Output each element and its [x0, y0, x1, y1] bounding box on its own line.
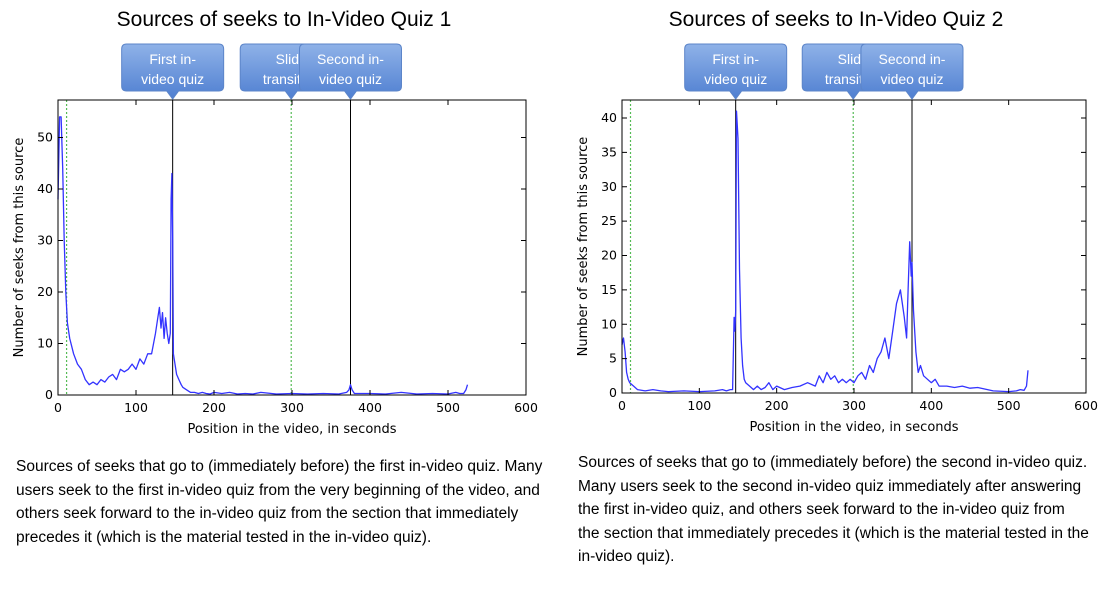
chart1-series-line	[57, 116, 469, 395]
chart2-xtick-label: 500	[997, 398, 1021, 413]
chart2-svg: 0 100 200 300 400 500 600 0 5 10 15 20 25 30 35 40 Posit…	[576, 43, 1098, 435]
chart2-ytick-label: 30	[601, 179, 617, 194]
chart2-xtick-label: 0	[618, 398, 626, 413]
chart2-ytick-label: 5	[609, 351, 617, 366]
chart1-ytick-label: 0	[45, 387, 53, 402]
chart2-callout-label: video quiz	[704, 71, 767, 87]
chart1-callout-bubble	[299, 43, 402, 100]
chart2-callout-label: First in-	[712, 51, 759, 67]
chart2-caption: Sources of seeks that go to (immediately…	[578, 454, 1089, 565]
chart1-xtick-label: 100	[124, 400, 148, 415]
chart2-ytick-label: 25	[601, 213, 617, 228]
chart2-callout-0: First in-video quiz	[684, 43, 788, 100]
chart2-callout-2: Second in-video quiz	[860, 43, 964, 100]
chart1-xtick-label: 500	[436, 400, 460, 415]
chart2-ytick-label: 40	[601, 110, 617, 125]
chart1-title: Sources of seeks to In-Video Quiz 1	[116, 8, 452, 31]
chart1-xtick-label: 600	[514, 400, 538, 415]
chart1-xlabel: Position in the video, in seconds	[187, 422, 396, 437]
chart2-title: Sources of seeks to In-Video Quiz 2	[668, 8, 1004, 31]
chart2-ytick-label: 10	[601, 316, 617, 331]
chart2-xtick-label: 300	[842, 398, 866, 413]
chart1-xtick-label: 300	[280, 400, 304, 415]
chart2-xlabel: Position in the video, in seconds	[749, 420, 958, 435]
chart1-ylabel: Number of seeks from this source	[12, 138, 27, 358]
chart1-callout-0: First in-video quiz	[121, 43, 225, 100]
chart1-ytick-label: 20	[37, 284, 53, 299]
chart2-series-line	[621, 110, 1029, 393]
chart1-callout-bubble	[121, 43, 225, 100]
chart2-xtick-label: 400	[919, 398, 943, 413]
chart2-xtick-label: 600	[1074, 398, 1098, 413]
chart2-callout-bubble	[860, 43, 964, 100]
chart1-ytick-label: 30	[37, 233, 53, 248]
chart2-ytick-label: 15	[601, 282, 617, 297]
chart2-ytick-label: 35	[601, 144, 617, 159]
chart1-xtick-label: 0	[54, 400, 62, 415]
chart2-callout-bubble	[684, 43, 788, 100]
chart2-ylabel: Number of seeks from this source	[576, 137, 591, 357]
chart2-xtick-label: 200	[765, 398, 789, 413]
chart2-ytick-label: 20	[601, 248, 617, 263]
chart2-callout-label: video quiz	[880, 71, 943, 87]
chart1-caption: Sources of seeks that go to (immediately…	[16, 458, 543, 546]
chart1-ytick-label: 50	[37, 130, 53, 145]
chart2-axes-frame	[621, 99, 1087, 394]
chart1-callout-label: First in-	[149, 51, 196, 67]
chart1-callout-2: Second in-video quiz	[299, 43, 402, 100]
chart2-ytick-label: 0	[609, 385, 617, 400]
chart1-callout-label: Second in-	[317, 51, 384, 67]
chart2-xtick-label: 100	[687, 398, 711, 413]
chart2-callout-label: Second in-	[879, 51, 946, 67]
chart1-xtick-label: 400	[358, 400, 382, 415]
chart1-callout-label: video quiz	[319, 71, 382, 87]
chart1-callout-label: video quiz	[141, 71, 204, 87]
chart1-ytick-label: 40	[37, 181, 53, 196]
chart1-svg: 0 100 200 300 400 500 600 0 10 20 30 40 50 Position i…	[12, 43, 538, 437]
chart1-ytick-label: 10	[37, 336, 53, 351]
chart1-xtick-label: 200	[202, 400, 226, 415]
